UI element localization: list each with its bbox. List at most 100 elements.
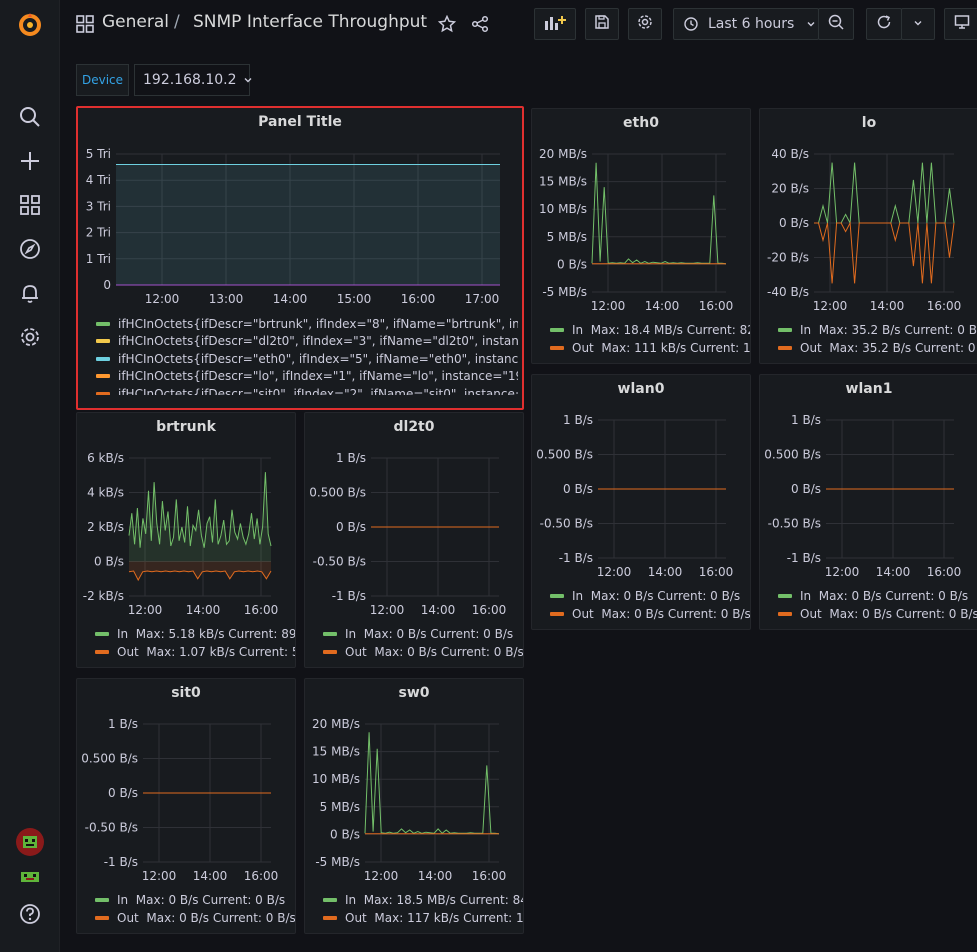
- y-tick-label: -0.50 B/s: [540, 517, 593, 531]
- legend-stats: Max: 1.07 kB/s Current: 54: [146, 645, 296, 659]
- x-tick-label: 16:00: [244, 869, 279, 883]
- legend-item-in[interactable]: In Max: 35.2 B/s Current: 0 B/s: [778, 321, 977, 339]
- panel-eth0[interactable]: eth0 20 MB/s 15 MB/s 10 MB/s 5 MB/s 0 B/s -5 …: [531, 108, 751, 364]
- legend-item-in[interactable]: In Max: 5.18 kB/s Current: 899: [95, 625, 295, 643]
- panel-brtrunk[interactable]: brtrunk 6 kB/s 4 kB/s 2 kB/s 0 B/s -2 kB/s 12…: [76, 412, 296, 668]
- panel-dl2t0[interactable]: dl2t0 1 B/s 0.500 B/s 0 B/s -0.50 B/s -1 B/s…: [304, 412, 524, 668]
- help-icon[interactable]: [0, 894, 60, 934]
- y-tick-label: 0: [103, 278, 111, 292]
- series-line: [128, 570, 272, 582]
- wlan0-chart[interactable]: 1 B/s 0.500 B/s 0 B/s -0.50 B/s -1 B/s 12:00 1…: [532, 375, 751, 585]
- legend-item-out[interactable]: Out Max: 111 kB/s Current: 15.1: [550, 339, 750, 357]
- legend-item-in[interactable]: In Max: 0 B/s Current: 0 B/s: [323, 625, 523, 643]
- legend-item-in[interactable]: In Max: 18.5 MB/s Current: 84.7: [323, 891, 523, 909]
- create-plus-icon[interactable]: [0, 141, 60, 181]
- legend-swatch: [778, 612, 792, 616]
- legend-item-in[interactable]: In Max: 0 B/s Current: 0 B/s: [550, 587, 750, 605]
- legend-item[interactable]: ifHCInOctets{ifDescr="eth0", ifIndex="5"…: [96, 350, 518, 368]
- zoom-out-button[interactable]: [818, 8, 854, 40]
- legend-label: ifHCInOctets{ifDescr="brtrunk", ifIndex=…: [118, 316, 518, 331]
- legend-item-out[interactable]: Out Max: 117 kB/s Current: 15.1: [323, 909, 523, 927]
- legend-item-out[interactable]: Out Max: 0 B/s Current: 0 B/s: [778, 605, 977, 623]
- legend-item[interactable]: ifHCInOctets{ifDescr="brtrunk", ifIndex=…: [96, 315, 518, 333]
- legend-series-name: In: [117, 627, 129, 641]
- x-tick-label: 12:00: [370, 603, 405, 617]
- panel-title: dl2t0: [393, 419, 435, 435]
- grafana-logo-icon[interactable]: [0, 4, 60, 44]
- series-area: [129, 472, 271, 562]
- add-panel-button[interactable]: [534, 8, 576, 40]
- configuration-gear-icon[interactable]: [0, 317, 60, 357]
- chevron-down-icon: [243, 75, 253, 85]
- eth0-chart[interactable]: 20 MB/s 15 MB/s 10 MB/s 5 MB/s 0 B/s -5 MB/s 1…: [532, 109, 751, 319]
- panel-title: wlan0: [617, 381, 665, 397]
- dashboards-icon[interactable]: [0, 185, 60, 225]
- legend-item-out[interactable]: Out Max: 0 B/s Current: 0 B/s: [550, 605, 750, 623]
- legend-item-in[interactable]: In Max: 18.4 MB/s Current: 82.9: [550, 321, 750, 339]
- legend-item[interactable]: ifHCInOctets{ifDescr="dl2t0", ifIndex="3…: [96, 333, 518, 351]
- legend-item-in[interactable]: In Max: 0 B/s Current: 0 B/s: [778, 587, 977, 605]
- legend-series-name: Out: [572, 607, 594, 621]
- legend-item[interactable]: ifHCInOctets{ifDescr="sit0", ifIndex="2"…: [96, 385, 518, 395]
- settings-gear-icon: [637, 14, 653, 34]
- device-variable-select[interactable]: 192.168.10.2: [134, 64, 253, 96]
- brtrunk-chart[interactable]: 6 kB/s 4 kB/s 2 kB/s 0 B/s -2 kB/s 12:00 14:00…: [77, 413, 296, 623]
- panel-legend: In Max: 18.4 MB/s Current: 82.9 Out Max:…: [550, 321, 750, 357]
- dashboard-settings-button[interactable]: [628, 8, 662, 40]
- tv-mode-button[interactable]: [944, 8, 977, 40]
- panel-wlan0[interactable]: wlan0 1 B/s 0.500 B/s 0 B/s -0.50 B/s -1 B/s…: [531, 374, 751, 630]
- series-area: [129, 561, 271, 580]
- legend-swatch: [96, 321, 110, 326]
- y-tick-label: 0.500 B/s: [81, 752, 138, 766]
- legend-item-out[interactable]: Out Max: 0 B/s Current: 0 B/s: [95, 909, 295, 927]
- panel-sw0[interactable]: sw0 20 MB/s 15 MB/s 10 MB/s 5 MB/s 0 B/s -5 M…: [304, 678, 524, 934]
- save-dashboard-button[interactable]: [585, 8, 619, 40]
- star-icon[interactable]: [437, 14, 457, 37]
- legend-swatch: [95, 632, 109, 636]
- overview-chart[interactable]: 0 1 Tri 2 Tri 3 Tri 4 Tri 5 Tri 12:00 13:00 14:0…: [78, 108, 524, 318]
- legend-item-out[interactable]: Out Max: 1.07 kB/s Current: 54: [95, 643, 295, 661]
- legend-item-out[interactable]: Out Max: 35.2 B/s Current: 0 B/s: [778, 339, 977, 357]
- y-tick-label: -1 B/s: [332, 589, 366, 603]
- legend-swatch: [778, 346, 792, 350]
- y-tick-label: 0 B/s: [557, 257, 587, 271]
- legend-item-in[interactable]: In Max: 0 B/s Current: 0 B/s: [95, 891, 295, 909]
- x-tick-label: 16:00: [401, 292, 436, 306]
- panel-sit0[interactable]: sit0 1 B/s 0.500 B/s 0 B/s -0.50 B/s -1 B/s 1…: [76, 678, 296, 934]
- refresh-interval-dropdown[interactable]: [901, 8, 935, 40]
- y-tick-label: 20 MB/s: [312, 717, 360, 731]
- share-icon[interactable]: [471, 15, 489, 37]
- sit0-chart[interactable]: 1 B/s 0.500 B/s 0 B/s -0.50 B/s -1 B/s 12:00 1…: [77, 679, 296, 889]
- panel-overview[interactable]: Panel Title 0 1 Tri 2 Tri 3 Tri 4 Tri 5 Tri 12…: [76, 106, 524, 410]
- alerting-bell-icon[interactable]: [0, 273, 60, 313]
- x-tick-label: 16:00: [472, 869, 507, 883]
- dl2t0-chart[interactable]: 1 B/s 0.500 B/s 0 B/s -0.50 B/s -1 B/s 12:00 1…: [305, 413, 524, 623]
- explore-compass-icon[interactable]: [0, 229, 60, 269]
- legend-swatch: [95, 650, 109, 654]
- dashboard-title[interactable]: SNMP Interface Throughput: [193, 12, 428, 32]
- sw0-chart[interactable]: 20 MB/s 15 MB/s 10 MB/s 5 MB/s 0 B/s -5 MB/s 1…: [305, 679, 524, 889]
- org-avatar[interactable]: [0, 859, 60, 899]
- y-tick-label: 20 MB/s: [539, 147, 587, 161]
- panel-lo[interactable]: lo 40 B/s 20 B/s 0 B/s -20 B/s -40 B/s 12:00 1…: [759, 108, 977, 364]
- x-tick-label: 12:00: [591, 299, 626, 313]
- legend-item[interactable]: ifHCInOctets{ifDescr="lo", ifIndex="1", …: [96, 368, 518, 386]
- refresh-icon: [876, 14, 892, 34]
- panel-legend: In Max: 5.18 kB/s Current: 899 Out Max: …: [95, 625, 295, 661]
- legend-series-name: In: [572, 589, 584, 603]
- legend-swatch: [95, 898, 109, 902]
- search-icon[interactable]: [0, 97, 60, 137]
- panel-wlan1[interactable]: wlan1 1 B/s 0.500 B/s 0 B/s -0.50 B/s -1 B/s…: [759, 374, 977, 630]
- legend-item-out[interactable]: Out Max: 0 B/s Current: 0 B/s: [323, 643, 523, 661]
- legend-label: ifHCInOctets{ifDescr="lo", ifIndex="1", …: [118, 369, 518, 384]
- y-tick-label: 5 MB/s: [320, 800, 360, 814]
- y-tick-label: -40 B/s: [767, 285, 809, 299]
- wlan1-chart[interactable]: 1 B/s 0.500 B/s 0 B/s -0.50 B/s -1 B/s 12:00 1…: [760, 375, 977, 585]
- refresh-button[interactable]: [866, 8, 902, 40]
- y-tick-label: 6 kB/s: [87, 451, 124, 465]
- panel-legend: ifHCInOctets{ifDescr="brtrunk", ifIndex=…: [96, 315, 518, 395]
- lo-chart[interactable]: 40 B/s 20 B/s 0 B/s -20 B/s -40 B/s 12:00 14:0…: [760, 109, 977, 319]
- time-picker-button[interactable]: Last 6 hours: [673, 8, 819, 40]
- breadcrumb-folder[interactable]: General: [102, 12, 169, 32]
- user-avatar[interactable]: [0, 822, 60, 862]
